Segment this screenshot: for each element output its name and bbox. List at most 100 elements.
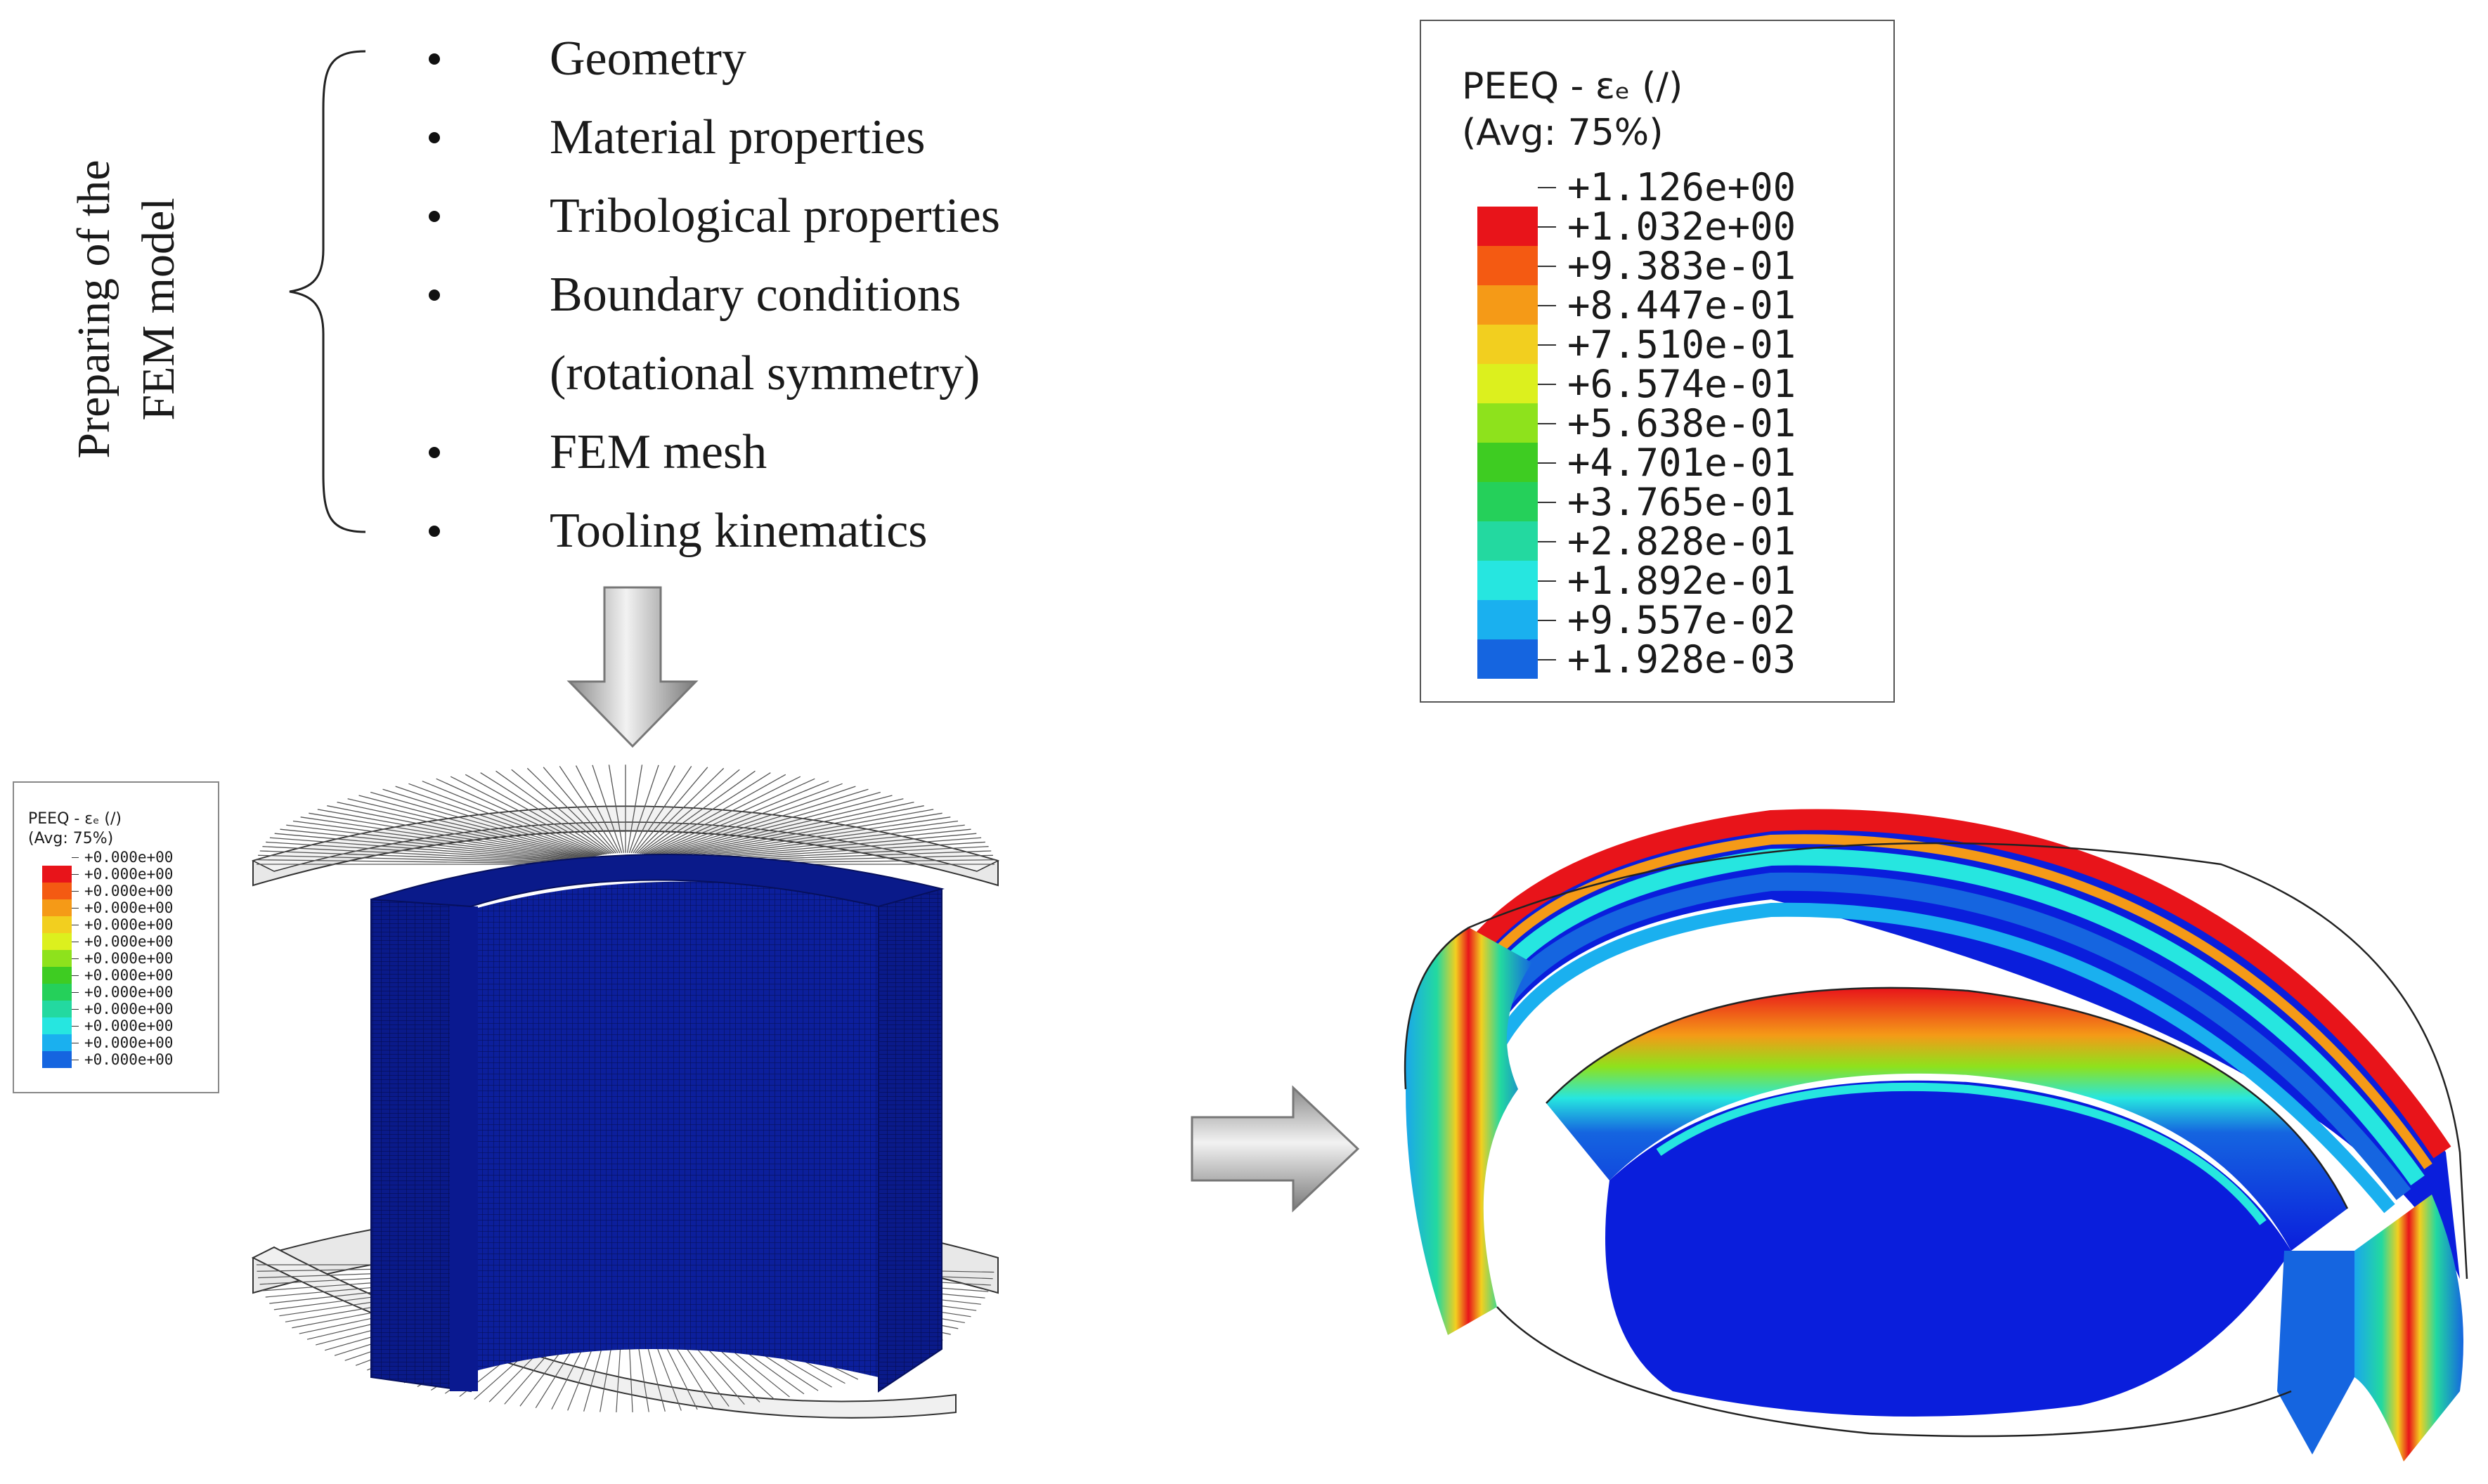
right-cut-face — [2354, 1195, 2463, 1462]
step-label: Boundary conditions — [550, 268, 961, 322]
legend-row: +1.892e-01 — [1462, 562, 1884, 639]
legend-avg: (Avg: 75%) — [1462, 112, 1664, 154]
legend-scale: +1.126e+00 +1.032e+00 +9.383e-01 +8.447e-01… — [1462, 169, 1884, 698]
legend-swatch — [1477, 561, 1538, 600]
legend-swatch — [1477, 285, 1538, 325]
fem-mesh-model — [251, 764, 1000, 1419]
legend-row: +1.928e-03 — [1462, 641, 1884, 698]
bullet-dot — [429, 132, 440, 143]
die-mesh-line — [337, 801, 593, 858]
legend-swatch — [1477, 482, 1538, 521]
legend-swatch — [42, 984, 72, 1001]
die-mesh-line — [662, 816, 951, 859]
die-mesh-line — [274, 833, 585, 861]
die-mesh-line — [422, 781, 603, 856]
legend-value: +6.574e-01 — [1567, 362, 1796, 406]
die-mesh-line — [280, 828, 586, 861]
step-item: Tooling kinematics — [394, 492, 1237, 571]
legend-tick — [72, 1026, 79, 1027]
step-label: Tooling kinematics — [550, 504, 928, 558]
die-mesh-line — [257, 859, 584, 864]
legend-value: +0.000e+00 — [84, 916, 174, 933]
die-mesh-line — [656, 795, 893, 857]
legend-swatch — [42, 950, 72, 967]
die-mesh-line — [317, 809, 591, 859]
legend-tick — [1538, 423, 1556, 424]
legend-tick — [72, 1009, 79, 1010]
die-mesh-line — [543, 767, 617, 854]
legend-tick — [72, 975, 79, 976]
legend-row: +3.765e-01 — [1462, 483, 1884, 561]
legend-value: +1.126e+00 — [1567, 165, 1796, 209]
legend-value: +1.928e-03 — [1567, 637, 1796, 682]
legend-swatch — [1477, 521, 1538, 561]
legend-row: +8.447e-01 — [1462, 287, 1884, 364]
top-die — [251, 764, 1000, 887]
legend-swatch — [42, 1001, 72, 1017]
step-label: (rotational symmetry) — [550, 346, 980, 401]
curly-brace — [289, 50, 366, 533]
die-mesh-line — [608, 764, 624, 853]
die-mesh-line — [559, 766, 618, 854]
bullet-dot — [429, 289, 440, 301]
die-mesh-line — [266, 841, 585, 863]
deformed-result-model — [1404, 809, 2468, 1462]
legend-swatch — [1477, 364, 1538, 403]
die-mesh-line — [661, 812, 942, 859]
legend-row: +0.000e+00 — [28, 984, 211, 1017]
die-mesh-line — [647, 778, 815, 855]
model-outlines — [1404, 842, 2468, 1438]
die-mesh-line — [259, 850, 584, 864]
legend-value: +2.828e-01 — [1567, 519, 1796, 564]
section-title-line-1: Preparing of the — [68, 160, 119, 459]
die-mesh-line — [657, 798, 904, 857]
bullet-dot — [429, 526, 440, 537]
die-mesh-line — [653, 788, 869, 857]
legend-row: +9.383e-01 — [1462, 247, 1884, 325]
die-mesh-line — [526, 767, 615, 854]
legend-tick — [1538, 620, 1556, 621]
legend-tick — [1538, 541, 1556, 542]
step-label: FEM mesh — [550, 425, 767, 479]
legend-tick — [1538, 187, 1556, 188]
legend-value: +0.000e+00 — [84, 899, 174, 916]
legend-row: +0.000e+00 — [28, 934, 211, 967]
legend-value: +3.765e-01 — [1567, 480, 1796, 524]
die-mesh-line — [262, 846, 584, 863]
legend-tick — [1538, 502, 1556, 503]
die-mesh-line — [642, 772, 771, 854]
legend-value: +0.000e+00 — [84, 866, 174, 883]
legend-value: +9.383e-01 — [1567, 244, 1796, 288]
legend-swatch — [1477, 207, 1538, 246]
die-mesh-line — [592, 764, 623, 854]
legend-value: +7.510e-01 — [1567, 323, 1796, 367]
legend-row: +9.557e-02 — [1462, 601, 1884, 679]
legend-swatch — [1477, 600, 1538, 639]
die-mesh-line — [286, 824, 587, 861]
legend-tick — [1538, 226, 1556, 228]
legend-value: +1.032e+00 — [1567, 204, 1796, 249]
die-mesh-line — [327, 805, 592, 859]
legend-value: +8.447e-01 — [1567, 283, 1796, 327]
section-title-line-2: FEM model — [133, 197, 184, 421]
legend-tick — [72, 891, 79, 892]
contour-legend-initial: PEEQ - εₑ (/) (Avg: 75%) +0.000e+00 +0.00… — [13, 781, 219, 1093]
legend-row: +0.000e+00 — [28, 866, 211, 899]
die-mesh-line — [634, 767, 708, 854]
legend-tick — [1538, 384, 1556, 385]
legend-swatch — [42, 916, 72, 933]
legend-swatch — [42, 1034, 72, 1051]
step-item: Geometry — [394, 20, 1237, 98]
die-mesh-line — [258, 854, 584, 864]
die-mesh-line — [480, 772, 609, 854]
legend-swatch — [1477, 443, 1538, 482]
legend-swatch — [42, 1051, 72, 1068]
die-mesh-line — [636, 767, 725, 854]
step-item: Material properties — [394, 98, 1237, 177]
bullet-dot — [429, 211, 440, 222]
die-mesh-line — [575, 765, 621, 854]
legend-row: +0.000e+00 — [28, 917, 211, 950]
legend-value: +0.000e+00 — [84, 1001, 174, 1017]
legend-tick — [1538, 344, 1556, 346]
legend-tick — [72, 992, 79, 993]
